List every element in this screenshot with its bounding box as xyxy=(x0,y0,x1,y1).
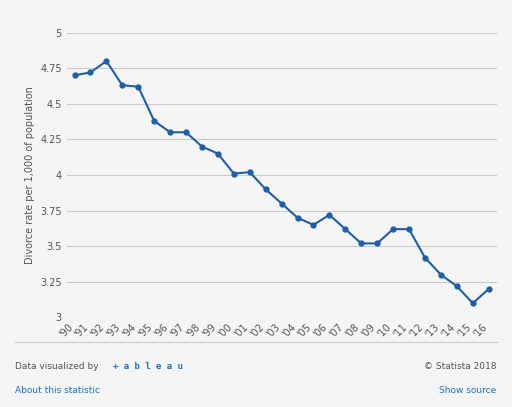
Text: Data visualized by: Data visualized by xyxy=(15,362,99,371)
Text: About this statistic: About this statistic xyxy=(15,386,100,395)
Text: + a b l e a u: + a b l e a u xyxy=(113,362,182,371)
Text: © Statista 2018: © Statista 2018 xyxy=(424,362,497,371)
Y-axis label: Divorce rate per 1,000 of population: Divorce rate per 1,000 of population xyxy=(25,86,34,264)
Text: Show source: Show source xyxy=(439,386,497,395)
